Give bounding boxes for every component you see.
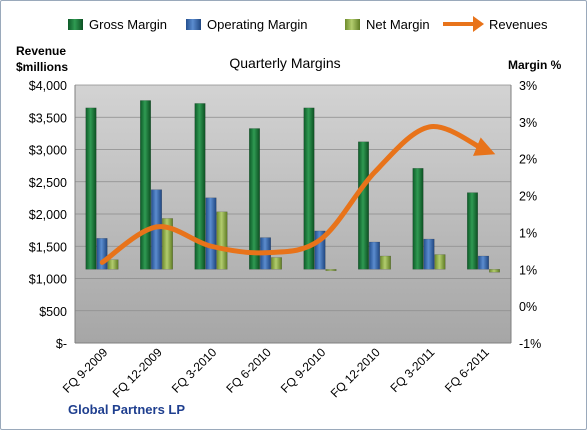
category-label: FQ 12-2009 bbox=[110, 345, 165, 400]
right-tick-label: 2% bbox=[519, 153, 537, 167]
left-tick-label: $1,500 bbox=[29, 240, 67, 254]
bar-net-margin[interactable] bbox=[380, 255, 391, 270]
left-tick-label: $1,000 bbox=[29, 273, 67, 287]
left-tick-label: $2,000 bbox=[29, 208, 67, 222]
bar-gross-margin[interactable] bbox=[412, 168, 424, 270]
bar-net-margin[interactable] bbox=[162, 218, 173, 270]
category-label: FQ 3-2010 bbox=[169, 345, 220, 396]
legend-label-operating: Operating Margin bbox=[207, 17, 307, 32]
bar-gross-margin[interactable] bbox=[467, 192, 478, 270]
right-tick-label: 3% bbox=[519, 79, 537, 93]
legend-swatch-net bbox=[345, 19, 360, 30]
bar-gross-margin[interactable] bbox=[194, 103, 206, 270]
left-tick-label: $2,500 bbox=[29, 176, 67, 190]
right-tick-label: -1% bbox=[519, 337, 541, 351]
chart-title: Quarterly Margins bbox=[229, 55, 340, 71]
category-label: FQ 9-2009 bbox=[60, 345, 111, 396]
bar-net-margin[interactable] bbox=[216, 211, 228, 270]
legend-item-operating-margin[interactable]: Operating Margin bbox=[186, 17, 307, 32]
bar-operating-margin[interactable] bbox=[369, 241, 380, 270]
bar-operating-margin[interactable] bbox=[205, 197, 217, 270]
bar-gross-margin[interactable] bbox=[358, 141, 369, 270]
bar-operating-margin[interactable] bbox=[423, 238, 435, 270]
category-label: FQ 6-2011 bbox=[442, 345, 492, 395]
company-label: Global Partners LP bbox=[68, 402, 185, 417]
left-tick-label: $3,000 bbox=[29, 144, 67, 158]
bar-net-margin[interactable] bbox=[489, 269, 500, 273]
left-tick-label: $4,000 bbox=[29, 79, 67, 93]
category-label: FQ 6-2010 bbox=[223, 345, 274, 396]
bar-operating-margin[interactable] bbox=[96, 238, 108, 270]
left-tick-label: $500 bbox=[39, 305, 67, 319]
left-axis-title-line2: $millions bbox=[16, 60, 68, 74]
bars bbox=[85, 100, 500, 273]
right-tick-label: 0% bbox=[519, 300, 537, 314]
legend-label-gross: Gross Margin bbox=[89, 17, 167, 32]
category-label: FQ 9-2010 bbox=[278, 345, 329, 396]
bar-gross-margin[interactable] bbox=[140, 100, 151, 270]
right-tick-label: 2% bbox=[519, 190, 537, 204]
revenue-line[interactable] bbox=[99, 124, 496, 265]
bar-operating-margin[interactable] bbox=[478, 255, 489, 270]
category-label: FQ 3-2011 bbox=[388, 345, 438, 395]
bar-operating-margin[interactable] bbox=[314, 230, 326, 270]
legend-item-revenues[interactable]: Revenues bbox=[443, 16, 548, 32]
bar-net-margin[interactable] bbox=[434, 254, 446, 270]
bar-net-margin[interactable] bbox=[107, 259, 119, 270]
legend-item-net-margin[interactable]: Net Margin bbox=[345, 17, 430, 32]
right-tick-label: 1% bbox=[519, 263, 537, 277]
bar-gross-margin[interactable] bbox=[303, 107, 315, 270]
right-tick-label: 3% bbox=[519, 116, 537, 130]
category-label: FQ 12-2010 bbox=[328, 345, 383, 400]
bar-net-margin[interactable] bbox=[325, 269, 337, 272]
legend-label-revenues: Revenues bbox=[489, 17, 548, 32]
left-tick-label: $3,500 bbox=[29, 111, 67, 125]
bar-net-margin[interactable] bbox=[271, 257, 282, 270]
legend: Gross Margin Operating Margin Net Margin… bbox=[68, 16, 548, 32]
right-tick-label: 1% bbox=[519, 226, 537, 240]
legend-label-net: Net Margin bbox=[366, 17, 430, 32]
legend-item-gross-margin[interactable]: Gross Margin bbox=[68, 17, 167, 32]
legend-arrow-icon bbox=[473, 16, 484, 32]
revenue-line-layer bbox=[99, 124, 496, 265]
left-tick-label: $- bbox=[56, 337, 67, 351]
bar-gross-margin[interactable] bbox=[249, 128, 260, 270]
legend-swatch-gross bbox=[68, 19, 83, 30]
right-axis-title: Margin % bbox=[508, 58, 562, 72]
legend-swatch-operating bbox=[186, 19, 201, 30]
left-axis-title-line1: Revenue bbox=[16, 44, 66, 58]
bar-gross-margin[interactable] bbox=[85, 107, 97, 270]
